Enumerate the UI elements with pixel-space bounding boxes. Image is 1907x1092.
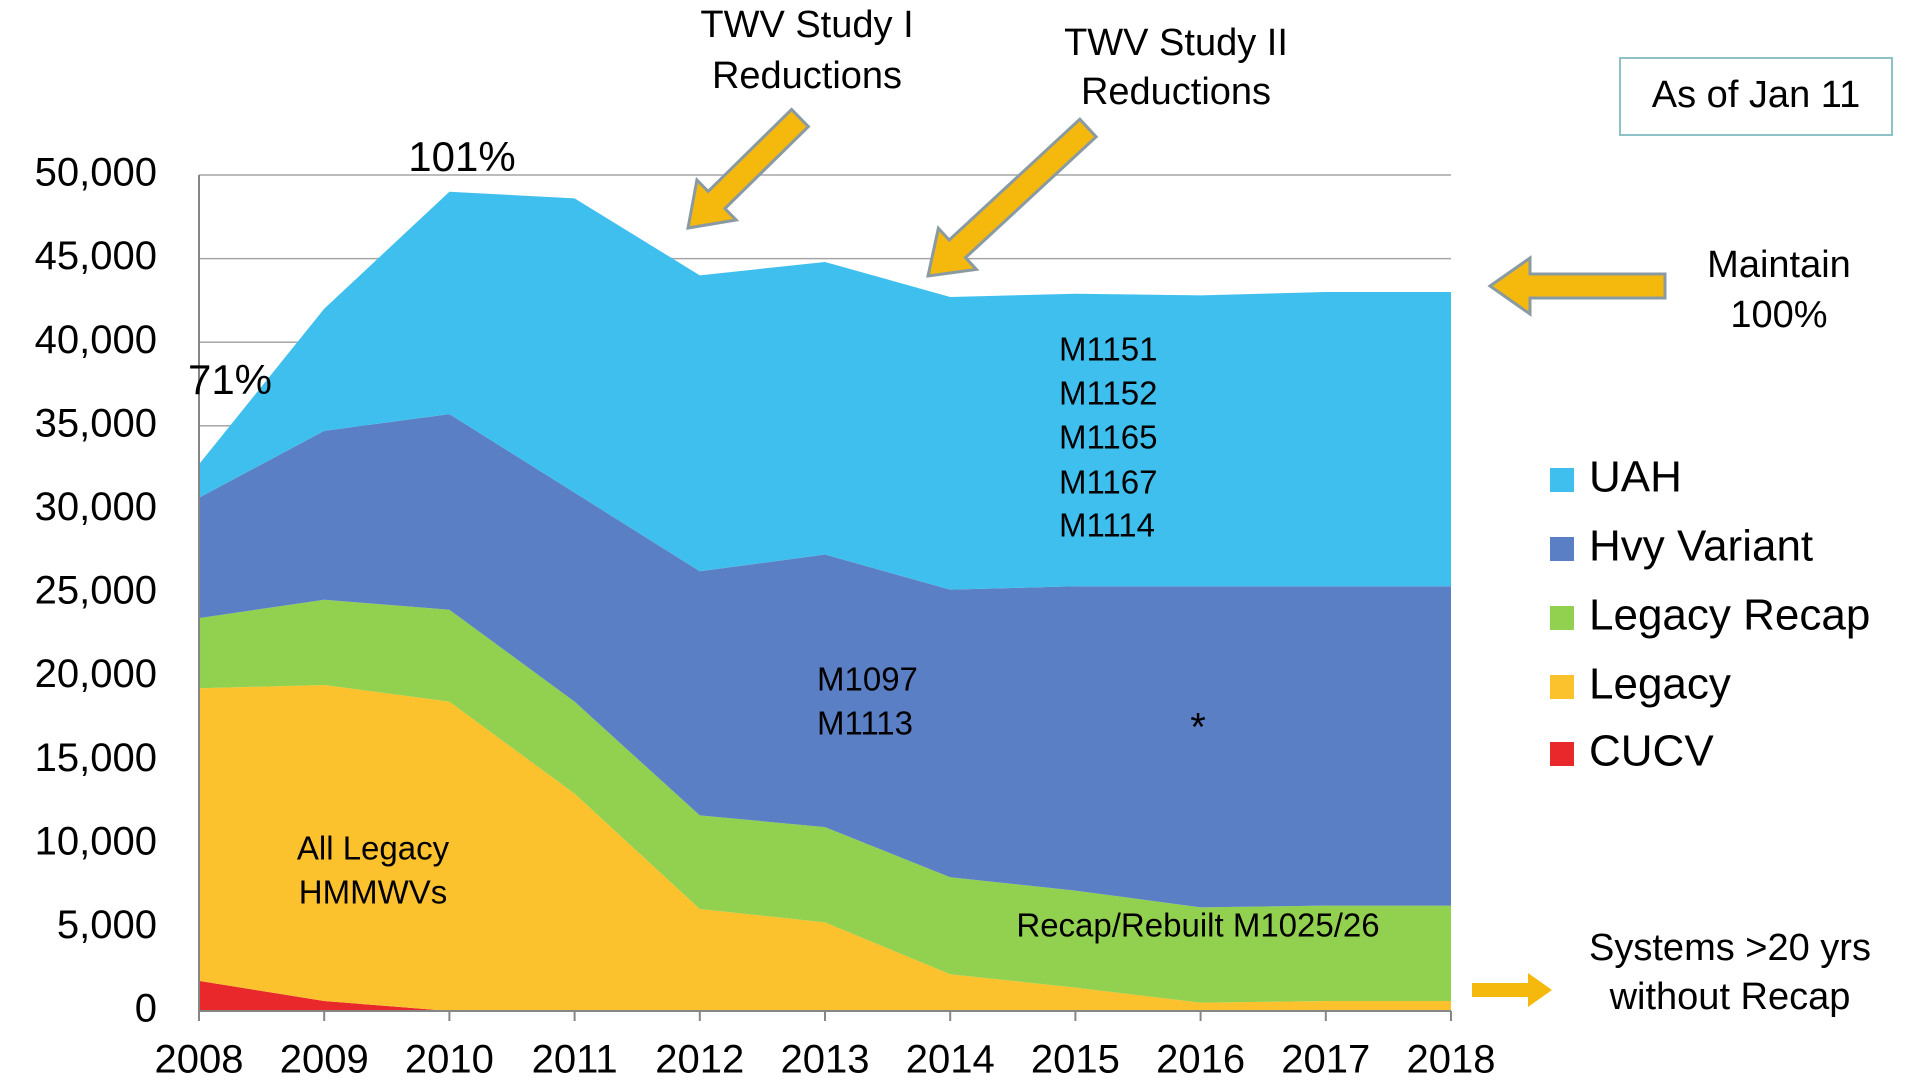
area [199, 414, 1451, 908]
legend-swatch [1550, 468, 1574, 492]
annotation: * [1190, 706, 1206, 750]
x-tick-label: 2008 [155, 1038, 244, 1082]
x-tick-label: 2009 [280, 1038, 369, 1082]
arrow [1487, 255, 1667, 317]
annotation: M1165 [1059, 419, 1157, 456]
x-tick-label: 2017 [1281, 1038, 1370, 1082]
annotation: Reductions [1081, 71, 1271, 113]
legend-swatch [1550, 675, 1574, 699]
legend-label: Legacy Recap [1589, 591, 1870, 640]
annotation: Maintain [1707, 244, 1851, 286]
annotation: Systems >20 yrs [1589, 927, 1871, 969]
x-tick-label: 2014 [906, 1038, 995, 1082]
y-tick-label: 30,000 [35, 485, 157, 529]
annotation: All Legacy [297, 830, 450, 867]
annotation: TWV Study I [700, 4, 913, 46]
x-tick-label: 2010 [405, 1038, 494, 1082]
annotation: M1152 [1059, 375, 1157, 412]
y-tick-label: 25,000 [35, 569, 157, 613]
y-tick-label: 40,000 [35, 318, 157, 362]
area [199, 191, 1451, 590]
annotation: HMMWVs [299, 874, 447, 911]
y-tick-label: 5,000 [57, 903, 157, 947]
legend-label: UAH [1589, 453, 1682, 502]
legend-label: CUCV [1589, 727, 1714, 776]
y-tick-label: 20,000 [35, 652, 157, 696]
x-tick-label: 2018 [1407, 1038, 1496, 1082]
annotation: without Recap [1609, 976, 1851, 1018]
annotation: M1114 [1059, 507, 1155, 544]
annotation: Recap/Rebuilt M1025/26 [1016, 907, 1379, 944]
x-tick-label: 2012 [655, 1038, 744, 1082]
annotation: M1097 [817, 661, 918, 698]
note-box [1619, 57, 1893, 136]
area [199, 684, 1451, 1011]
annotation: As of Jan 11 [1652, 74, 1860, 116]
annotation: 101% [408, 133, 515, 180]
y-tick-label: 35,000 [35, 401, 157, 445]
area [199, 980, 1451, 1011]
annotation: M1167 [1059, 464, 1157, 501]
annotation: 71% [188, 356, 272, 403]
x-tick-label: 2016 [1156, 1038, 1245, 1082]
arrow [926, 117, 1099, 278]
annotation: TWV Study II [1064, 22, 1288, 64]
legend-swatch [1550, 606, 1574, 630]
y-tick-label: 0 [135, 987, 157, 1031]
x-tick-label: 2013 [781, 1038, 870, 1082]
annotation: Reductions [712, 55, 902, 97]
annotation: M1151 [1059, 331, 1157, 368]
legend-swatch [1550, 742, 1574, 766]
area [199, 599, 1451, 1003]
arrow [686, 107, 811, 230]
legend-label: Hvy Variant [1589, 522, 1813, 571]
y-tick-label: 10,000 [35, 819, 157, 863]
x-tick-label: 2011 [532, 1038, 618, 1082]
x-tick-label: 2015 [1031, 1038, 1120, 1082]
legend-swatch [1550, 537, 1574, 561]
y-tick-label: 45,000 [35, 234, 157, 278]
legend-label: Legacy [1589, 660, 1731, 709]
annotation: 100% [1730, 294, 1827, 336]
y-tick-label: 50,000 [35, 151, 157, 195]
arrow [1472, 973, 1552, 1007]
y-tick-label: 15,000 [35, 736, 157, 780]
annotation: M1113 [817, 705, 913, 742]
